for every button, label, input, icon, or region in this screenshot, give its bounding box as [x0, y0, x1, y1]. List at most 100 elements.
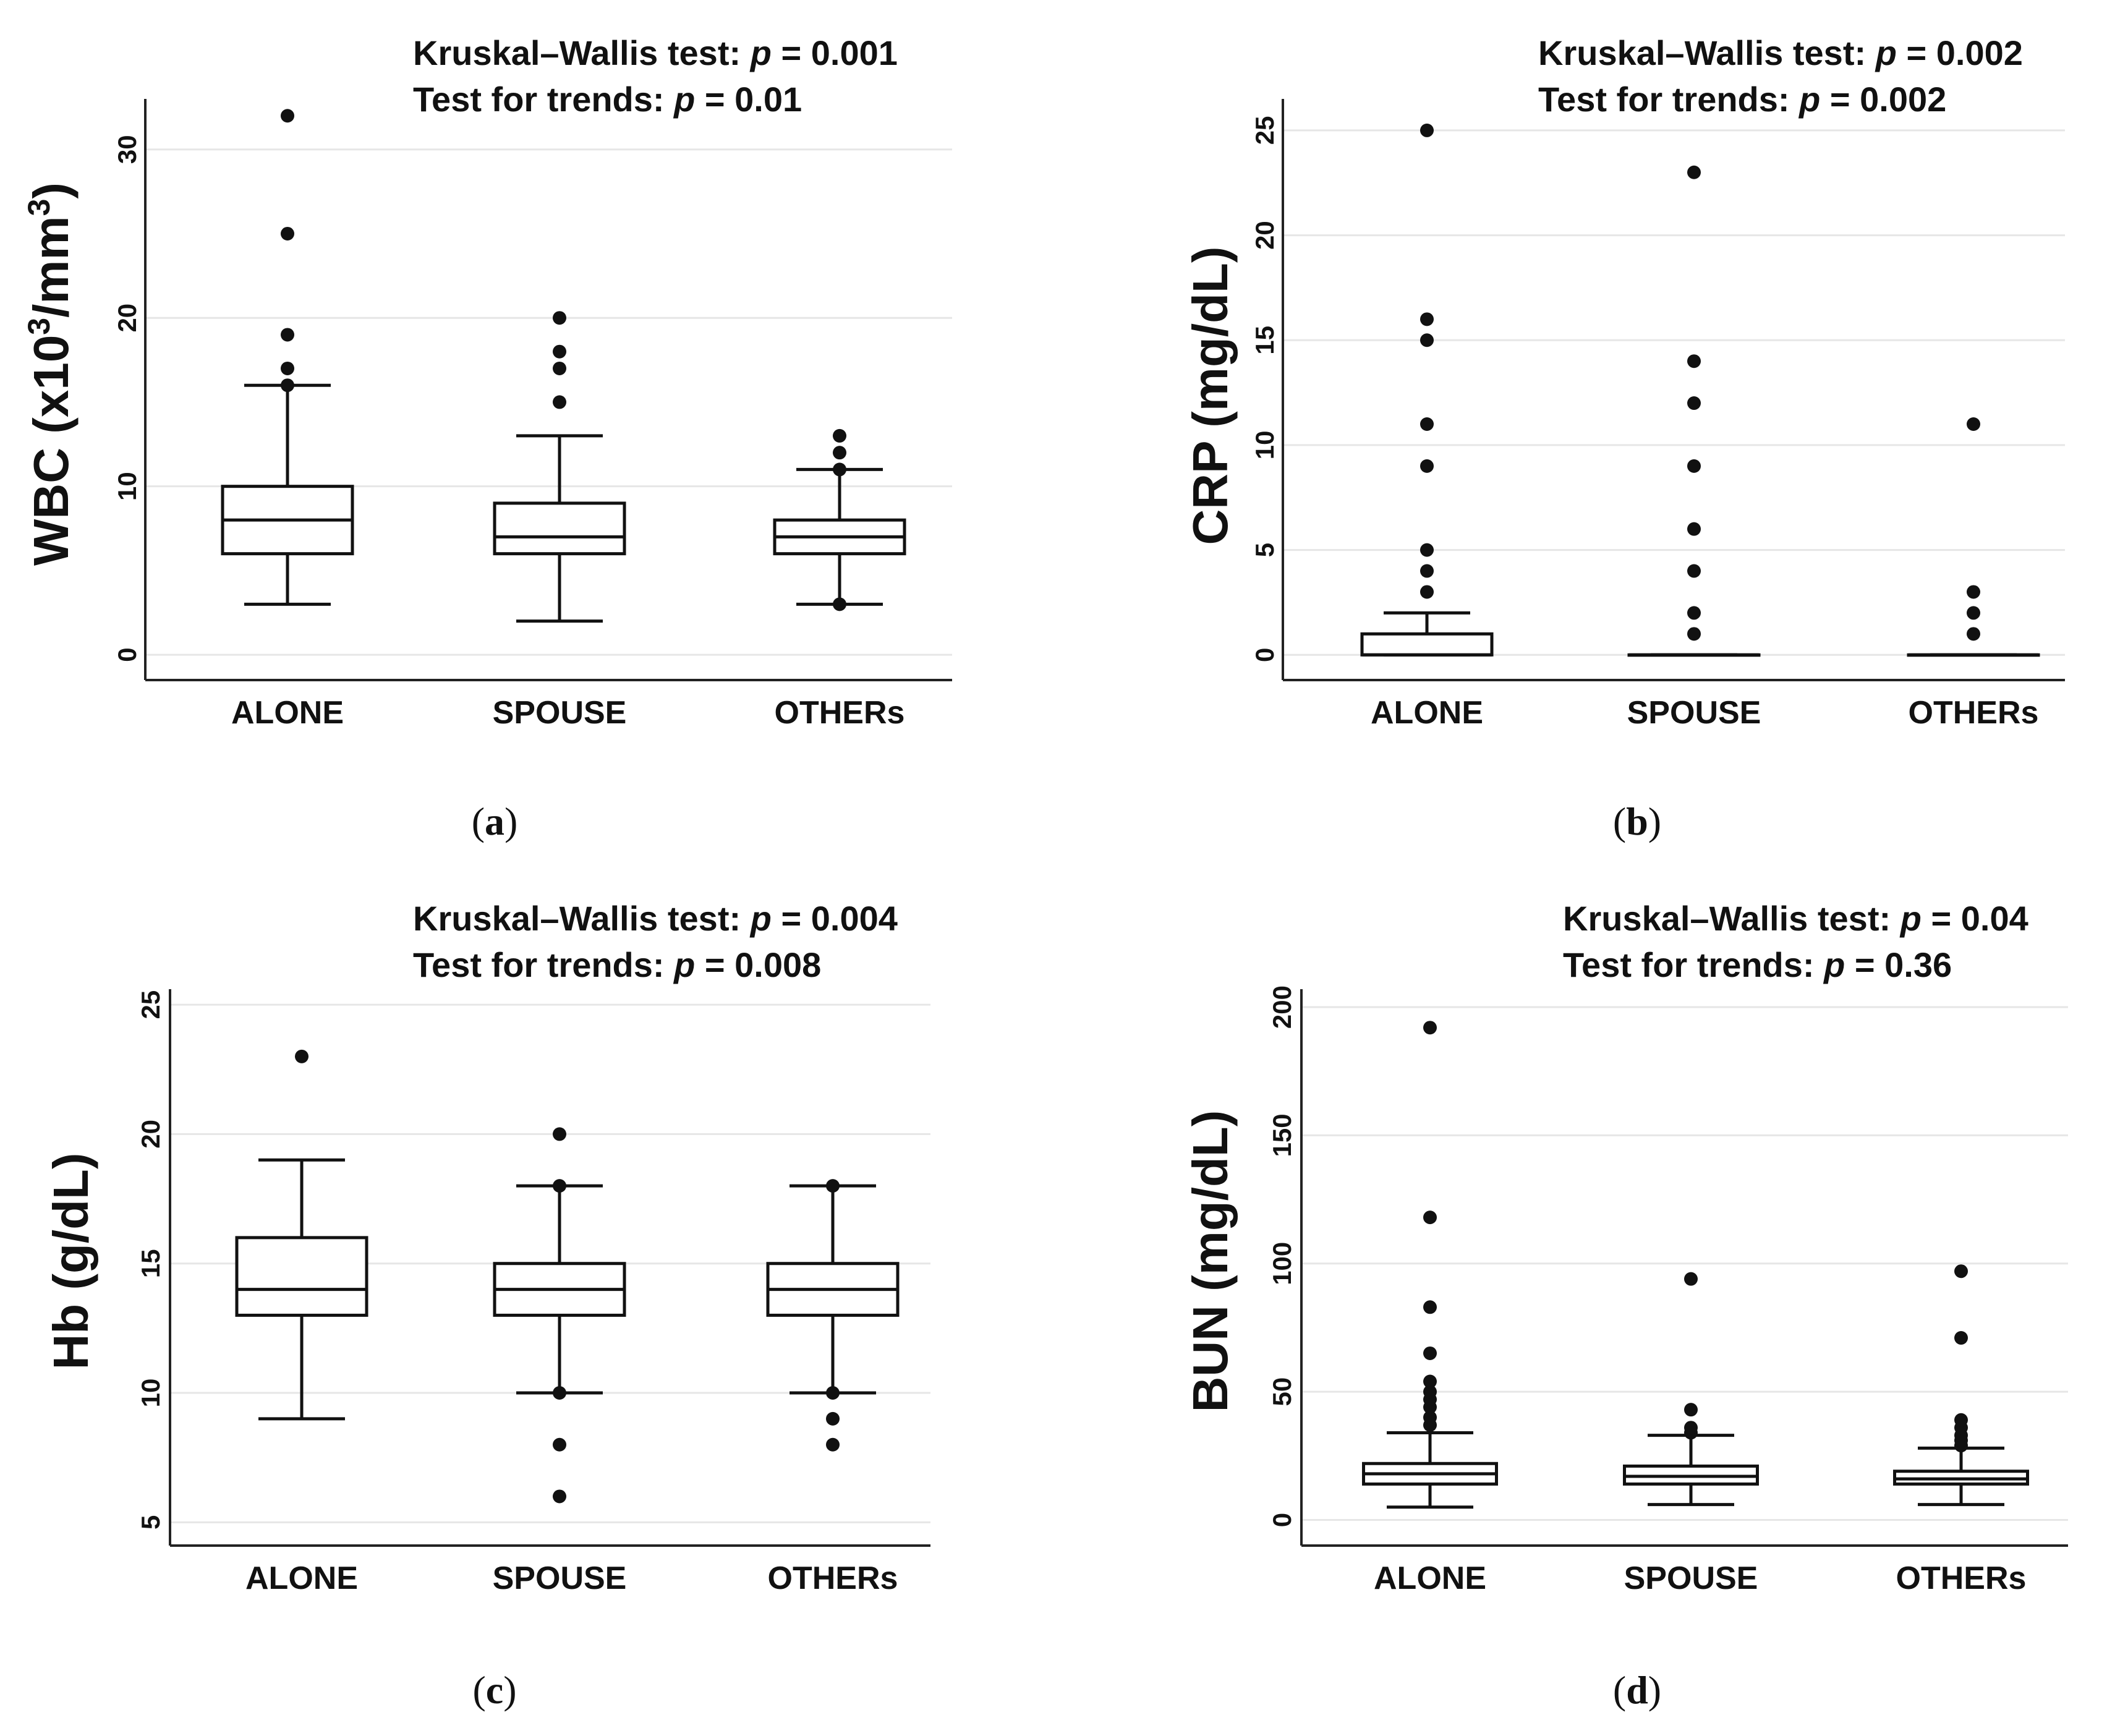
outlier-point [1684, 1272, 1698, 1286]
y-tick-label: 5 [136, 1515, 165, 1530]
y-tick-label: 150 [1267, 1113, 1296, 1157]
iqr-box [235, 1236, 368, 1317]
y-tick-label: 20 [136, 1120, 165, 1149]
outlier-point [1420, 543, 1434, 557]
y-axis-label-b: CRP (mg/dL) [1183, 247, 1238, 545]
outlier-point [553, 311, 566, 325]
outlier-point [281, 226, 294, 240]
y-tick-label: 100 [1267, 1242, 1296, 1285]
panel-c: Kruskal–Wallis test: p = 0.004 Test for … [43, 899, 930, 1712]
outlier-point [1423, 1021, 1437, 1035]
x-category-label: ALONE [231, 695, 344, 731]
outlier-point [281, 378, 294, 393]
outlier-point [1420, 417, 1434, 431]
x-category-label: OTHERs [1909, 695, 2039, 731]
y-tick-label: 30 [113, 135, 142, 164]
kw-annotation-a: Kruskal–Wallis test: p = 0.001 [413, 33, 898, 72]
y-tick-label: 200 [1267, 985, 1296, 1029]
outlier-point [1423, 1346, 1437, 1360]
y-tick-label: 25 [1250, 116, 1279, 145]
y-axis-label-d: BUN (mg/dL) [1183, 1110, 1238, 1413]
y-tick-label: 0 [113, 647, 142, 662]
outlier-point [1954, 1264, 1968, 1279]
x-category-label: ALONE [1374, 1560, 1486, 1596]
outlier-point [1687, 396, 1701, 411]
outlier-point [1423, 1211, 1437, 1225]
outlier-point [553, 344, 566, 359]
panel-a: Kruskal–Wallis test: p = 0.001 Test for … [22, 33, 952, 843]
outlier-point [1684, 1421, 1698, 1435]
outlier-point [1420, 123, 1434, 137]
outlier-point [553, 1489, 566, 1504]
box-others [766, 1179, 900, 1452]
y-tick-label: 0 [1250, 648, 1279, 662]
outlier-point [281, 361, 294, 375]
outlier-point [1967, 417, 1980, 431]
y-tick-label: 5 [1250, 543, 1279, 557]
y-tick-label: 20 [113, 304, 142, 333]
box-others [773, 428, 906, 611]
outlier-point [1687, 459, 1701, 473]
box-alone [235, 1049, 368, 1421]
y-axis-label-c: Hb (g/dL) [43, 1153, 98, 1370]
outlier-point [1423, 1385, 1437, 1399]
outlier-point [553, 1127, 566, 1141]
box-alone [1362, 1021, 1498, 1509]
iqr-box [493, 501, 626, 556]
outlier-point [833, 462, 846, 477]
outlier-point [1423, 1410, 1437, 1424]
caption-b: (b) [1613, 799, 1661, 843]
box-spouse [493, 1127, 626, 1504]
box-spouse [493, 311, 626, 623]
outlier-point [1423, 1300, 1437, 1314]
y-tick-label: 25 [136, 990, 165, 1019]
outlier-point [1687, 606, 1701, 620]
x-category-label: SPOUSE [1624, 1560, 1758, 1596]
outlier-point [833, 597, 846, 611]
outlier-point [1687, 564, 1701, 578]
kw-annotation-d: Kruskal–Wallis test: p = 0.04 [1563, 899, 2028, 938]
outlier-point [833, 446, 846, 460]
kw-annotation-c: Kruskal–Wallis test: p = 0.004 [413, 899, 898, 938]
x-category-label: OTHERs [1896, 1560, 2027, 1596]
y-tick-label: 50 [1267, 1377, 1296, 1406]
y-axis-label-a: WBC (x103/mm3) [22, 182, 79, 566]
outlier-point [553, 1437, 566, 1452]
box-alone [221, 109, 354, 606]
y-tick-label: 20 [1250, 221, 1279, 250]
caption-a: (a) [472, 799, 518, 843]
y-tick-label: 15 [136, 1249, 165, 1278]
outlier-point [826, 1179, 840, 1193]
x-category-label: OTHERs [775, 695, 905, 731]
outlier-point [1420, 585, 1434, 599]
caption-c: (c) [472, 1668, 516, 1712]
trend-annotation-c: Test for trends: p = 0.008 [413, 945, 821, 984]
x-category-label: SPOUSE [1627, 695, 1761, 731]
outlier-point [826, 1386, 840, 1400]
x-category-label: ALONE [1371, 695, 1483, 731]
outlier-point [1967, 606, 1980, 620]
outlier-point [553, 1179, 566, 1193]
outlier-point [1684, 1403, 1698, 1417]
outlier-point [1687, 627, 1701, 641]
outlier-point [833, 428, 846, 443]
panel-b: Kruskal–Wallis test: p = 0.002 Test for … [1183, 33, 2065, 843]
outlier-point [295, 1049, 309, 1063]
outlier-point [1420, 459, 1434, 473]
x-category-label: OTHERs [768, 1560, 898, 1596]
outlier-point [553, 395, 566, 409]
outlier-point [1967, 627, 1980, 641]
panel-d: Kruskal–Wallis test: p = 0.04 Test for t… [1183, 899, 2068, 1712]
box-spouse [1627, 165, 1761, 657]
trend-annotation-a: Test for trends: p = 0.01 [413, 80, 802, 119]
box-spouse [1623, 1272, 1759, 1507]
outlier-point [1420, 564, 1434, 578]
outlier-point [1420, 312, 1434, 326]
trend-annotation-d: Test for trends: p = 0.36 [1563, 945, 1952, 984]
x-category-label: ALONE [245, 1560, 358, 1596]
outlier-point [1954, 1413, 1968, 1427]
box-others [1907, 417, 2040, 657]
x-category-label: SPOUSE [493, 695, 627, 731]
caption-d: (d) [1613, 1668, 1661, 1712]
